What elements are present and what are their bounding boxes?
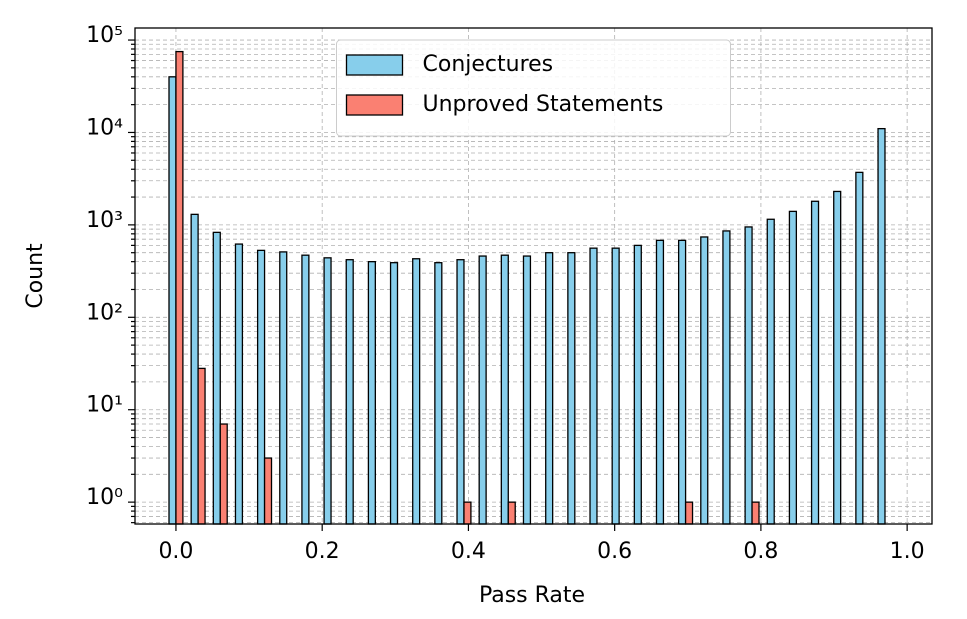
- legend-label: Unproved Statements: [423, 92, 664, 117]
- bar: [434, 262, 443, 525]
- legend-swatch: [345, 54, 404, 76]
- bar: [190, 213, 199, 525]
- bar: [507, 501, 516, 525]
- bar: [367, 261, 376, 525]
- bar: [810, 200, 820, 525]
- y-tick-label: 10⁵: [86, 23, 123, 48]
- bar: [301, 254, 310, 525]
- bar: [500, 254, 509, 525]
- y-tick-label: 10⁴: [86, 115, 123, 140]
- x-tick-label: 1.0: [890, 539, 925, 564]
- bar: [412, 258, 421, 525]
- bar: [175, 50, 184, 525]
- plot-frame: [134, 27, 933, 525]
- bar: [389, 262, 399, 525]
- y-tick-label: 10⁰: [86, 485, 123, 510]
- bar: [611, 247, 620, 525]
- x-tick-label: 0.4: [451, 539, 486, 564]
- bar: [633, 244, 642, 525]
- bar: [463, 501, 472, 525]
- bar: [655, 239, 665, 525]
- bar: [263, 457, 273, 525]
- bar: [212, 231, 221, 525]
- bar: [788, 210, 798, 525]
- y-axis-label: Count: [23, 243, 48, 309]
- bar: [833, 190, 842, 525]
- bar: [456, 259, 465, 525]
- bar: [677, 239, 687, 525]
- x-tick-label: 0.6: [597, 539, 632, 564]
- bar: [722, 230, 731, 525]
- bar: [234, 243, 244, 525]
- bar: [751, 501, 760, 525]
- y-tick-label: 10²: [86, 300, 123, 325]
- bar: [345, 259, 354, 525]
- y-tick-label: 10³: [86, 208, 123, 233]
- bar: [700, 236, 709, 525]
- bar: [567, 252, 576, 525]
- bar: [256, 249, 266, 525]
- y-tick-label: 10¹: [86, 393, 123, 418]
- bar: [478, 255, 487, 525]
- bar: [168, 76, 177, 525]
- x-tick-label: 0.8: [743, 539, 778, 564]
- bar: [197, 367, 206, 525]
- bar: [522, 255, 532, 525]
- bar: [219, 423, 228, 525]
- legend-label: Conjectures: [423, 52, 554, 77]
- x-axis-label: Pass Rate: [479, 583, 585, 608]
- bar: [744, 226, 753, 525]
- bar: [545, 252, 554, 525]
- legend-swatch: [345, 94, 404, 116]
- x-tick-label: 0.0: [158, 539, 193, 564]
- legend-frame: [336, 39, 731, 137]
- bar: [323, 257, 332, 525]
- bar: [684, 501, 694, 525]
- bar: [589, 247, 598, 525]
- bar: [855, 171, 864, 525]
- bar: [766, 218, 775, 525]
- bar: [279, 251, 288, 525]
- bar: [877, 127, 886, 525]
- legend: Conjectures Unproved Statements: [336, 39, 731, 137]
- x-tick-label: 0.2: [305, 539, 340, 564]
